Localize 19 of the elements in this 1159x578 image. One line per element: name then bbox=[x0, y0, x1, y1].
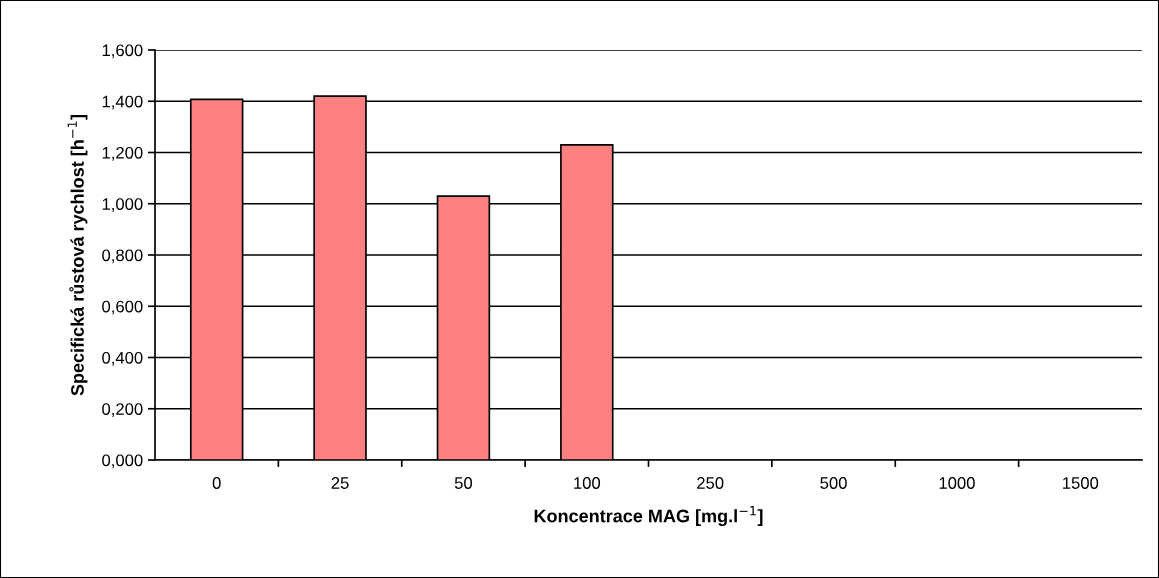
x-tick-label: 100 bbox=[574, 477, 601, 489]
y-tick-label: 0,000 bbox=[102, 454, 143, 469]
x-tick-label: 1500 bbox=[1063, 477, 1099, 489]
y-axis-title: Specifická růstová rychlost [h$^{−1}$] bbox=[67, 114, 88, 396]
x-tick-label: 0 bbox=[212, 477, 221, 489]
y-tick-label: 1,000 bbox=[102, 198, 143, 212]
x-tick-label: 1000 bbox=[939, 477, 975, 489]
y-tick-label: 1,600 bbox=[102, 44, 143, 59]
x-tick-label: 500 bbox=[820, 477, 847, 489]
y-tick-label: 1,200 bbox=[102, 146, 143, 161]
x-tick-label: 25 bbox=[331, 477, 349, 489]
x-axis-title: Koncentrace MAG [mg.l$^{−1}$] bbox=[534, 506, 763, 527]
y-tick-label: 0,600 bbox=[102, 300, 143, 315]
y-tick-label: 0,800 bbox=[102, 249, 143, 264]
x-tick-label: 250 bbox=[697, 477, 724, 489]
y-tick-label: 1,400 bbox=[102, 95, 143, 110]
x-tick-label: 50 bbox=[454, 477, 473, 489]
y-tick-label: 0,400 bbox=[102, 351, 143, 366]
y-tick-label: 0,200 bbox=[102, 403, 143, 417]
